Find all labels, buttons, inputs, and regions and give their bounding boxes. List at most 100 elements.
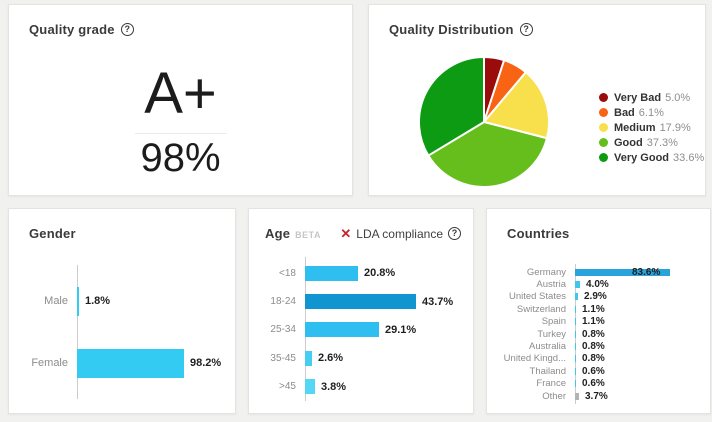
bar-track: 0.8% [575, 353, 705, 365]
bar[interactable] [305, 265, 358, 281]
bar-value-label: 0.6% [582, 365, 605, 377]
bar-row: Other 3.7% [495, 390, 705, 402]
bar-row: United States 2.9% [495, 291, 705, 303]
bar-row: Turkey 0.8% [495, 328, 705, 340]
bar-row: Germany 83.6% [495, 266, 705, 278]
bar-value-label: 3.8% [321, 380, 347, 393]
legend-swatch-icon [599, 153, 608, 162]
pie-slice-medium[interactable] [483, 71, 550, 140]
bar-category-label: 35-45 [270, 352, 296, 364]
bar-track: 29.1% [305, 316, 465, 344]
pie-legend: Very Bad 5.0% Bad 6.1% Medium 17.9% Good 37.3% V… [599, 90, 704, 165]
bar[interactable] [305, 350, 312, 366]
card-title: Age [265, 226, 291, 241]
bar-track: 0.8% [575, 328, 705, 340]
legend-value: 6.1% [638, 106, 664, 119]
legend-swatch-icon [599, 138, 608, 147]
bar-value-label: 1.1% [582, 303, 605, 315]
bar[interactable] [575, 367, 576, 375]
bar-category-label: Thailand [529, 365, 566, 377]
bar-category-label: Austria [536, 279, 566, 291]
bar-category-label: Male [44, 295, 68, 307]
bar-row: France 0.6% [495, 378, 705, 390]
bar-row: <18 20.8% [259, 259, 465, 287]
bar-category-label: Spain [541, 316, 566, 328]
bar[interactable] [305, 294, 416, 310]
bar-category-label: <18 [279, 267, 296, 279]
x-mark-icon: ✕ [340, 226, 352, 241]
quality-score-value: 98% [140, 136, 221, 180]
legend-value: 33.6% [673, 151, 705, 164]
legend-value: 17.9% [659, 121, 691, 134]
bar[interactable] [575, 330, 576, 338]
legend-label: Bad [614, 106, 635, 119]
legend-label: Medium [614, 121, 656, 134]
bar-track: 4.0% [575, 278, 705, 290]
help-icon[interactable]: ? [519, 23, 533, 36]
bar-category-label: Other [542, 390, 566, 402]
help-icon[interactable]: ? [120, 23, 134, 36]
bar-row: United Kingd... 0.8% [495, 353, 705, 365]
help-icon[interactable]: ? [448, 227, 461, 240]
bar-value-label: 0.6% [582, 378, 605, 390]
quality-grade-card: Quality grade ? A+ 98% [8, 4, 353, 196]
age-title-group: Age BETA [265, 226, 321, 241]
card-title: Gender [29, 226, 76, 241]
gender-bar-chart: Male 1.8% Female 98.2% [23, 265, 229, 399]
age-bar-chart: <18 20.8% 18-24 43.7% 25-34 29.1% 35-45 2.6% >45… [259, 257, 465, 401]
bar[interactable] [575, 293, 578, 301]
bar-track: 43.7% [305, 287, 465, 315]
card-title: Quality grade [29, 22, 115, 37]
bar-track: 98.2% [77, 332, 229, 394]
bar-value-label: 4.0% [586, 279, 609, 291]
bar-value-label: 1.1% [582, 316, 605, 328]
bar[interactable] [575, 268, 670, 276]
bar[interactable] [575, 380, 576, 388]
bar-row: >45 3.8% [259, 373, 465, 401]
bar[interactable] [305, 379, 315, 395]
bar-category-label: >45 [279, 381, 296, 393]
bar-category-label: 18-24 [270, 296, 296, 308]
bar-row: 25-34 29.1% [259, 316, 465, 344]
legend-swatch-icon [599, 123, 608, 132]
bar-category-label: Germany [526, 266, 566, 278]
bar-row: Australia 0.8% [495, 340, 705, 352]
quality-grade-header: Quality grade ? [29, 22, 134, 37]
bar-value-label: 29.1% [385, 323, 417, 336]
bar[interactable] [575, 281, 580, 289]
bar[interactable] [575, 392, 579, 400]
bar-category-label: Turkey [537, 328, 566, 340]
bar[interactable] [77, 348, 184, 378]
legend-item: Good 37.3% [599, 135, 704, 150]
bar-category-label: United Kingd... [503, 353, 566, 365]
countries-bar-chart: Germany 83.6% Austria 4.0% United States 2.9%… [495, 264, 705, 404]
legend-item: Bad 6.1% [599, 105, 704, 120]
bar-row: 18-24 43.7% [259, 287, 465, 315]
bar-category-label: 25-34 [270, 324, 296, 336]
bar-row: Thailand 0.6% [495, 365, 705, 377]
pie-slice-very-good[interactable] [418, 56, 485, 157]
bar-track: 1.8% [77, 270, 229, 332]
bar-value-label: 3.7% [585, 390, 608, 402]
gender-card: Gender Male 1.8% Female 98.2% [8, 208, 236, 414]
bar[interactable] [77, 286, 79, 316]
bar[interactable] [575, 343, 576, 351]
bar[interactable] [575, 305, 576, 313]
bar-value-label: 0.8% [582, 328, 605, 340]
card-title: Countries [507, 226, 570, 241]
legend-item: Medium 17.9% [599, 120, 704, 135]
bar-value-label: 2.6% [318, 352, 344, 365]
bar[interactable] [575, 355, 576, 363]
bar-value-label: 0.8% [582, 353, 605, 365]
bar-category-label: France [536, 378, 566, 390]
bar-row: Spain 1.1% [495, 316, 705, 328]
bar[interactable] [575, 318, 576, 326]
bar[interactable] [305, 322, 379, 338]
legend-item: Very Good 33.6% [599, 150, 704, 165]
axis-line [77, 265, 78, 399]
beta-badge: BETA [295, 230, 322, 240]
legend-label: Very Bad [614, 91, 662, 104]
quality-grade-value: A+ [144, 61, 217, 126]
lda-compliance-group: ✕ LDA compliance ? [340, 227, 461, 241]
bar-category-label: Australia [529, 341, 566, 353]
